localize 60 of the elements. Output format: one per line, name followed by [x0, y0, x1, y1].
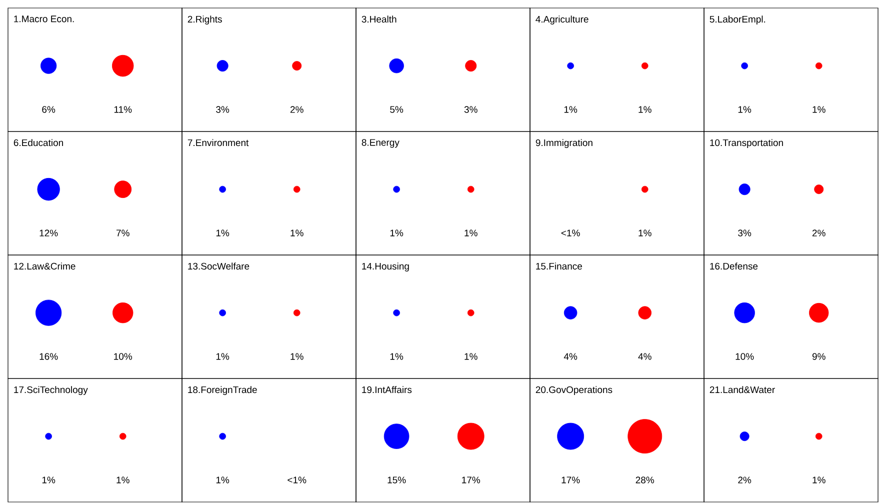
data-label: 17%	[562, 476, 580, 484]
text: 5.LaborEmpl.	[710, 16, 766, 24]
data-label: 5%	[390, 106, 404, 113]
data-label: 1%	[216, 476, 230, 484]
data-label: 1%	[216, 230, 230, 236]
data-label: 1%	[42, 476, 56, 484]
data-label: 12%	[40, 230, 58, 236]
text: 12.Law&Crime	[14, 262, 76, 270]
text: 17.SciTechnology	[14, 386, 88, 395]
text: 16.Defense	[710, 262, 758, 270]
data-label: 6%	[42, 106, 56, 113]
data-label: 1%	[812, 106, 826, 113]
data-label: 4%	[564, 353, 578, 360]
text: 8.Energy	[362, 139, 400, 148]
data-label: 1%	[390, 230, 404, 236]
data-label: 1%	[738, 106, 752, 113]
data-label: 3%	[216, 106, 230, 113]
data-label: 10%	[114, 353, 132, 360]
text: 2.Rights	[188, 16, 222, 24]
data-label: 4%	[638, 353, 652, 360]
data-label: 7%	[116, 230, 130, 236]
data-label: 15%	[388, 476, 406, 484]
data-label: 28%	[636, 476, 654, 484]
text: 15.Finance	[536, 262, 582, 270]
text: 6.Education	[14, 139, 63, 146]
data-label: 2%	[738, 476, 752, 484]
text: 7.Environment	[188, 139, 249, 146]
data-label: 1%	[638, 230, 652, 236]
data-label: 11%	[114, 106, 132, 113]
data-label: 9%	[812, 353, 826, 360]
data-label: 3%	[464, 106, 478, 113]
data-label: 1%	[464, 230, 478, 236]
text: 1.Macro Econ.	[14, 16, 74, 22]
text: 21.Land&Water	[710, 386, 775, 394]
text: 19.IntAffairs	[362, 386, 412, 394]
data-label: <1%	[288, 476, 306, 484]
data-label: 1%	[290, 230, 304, 236]
data-label: 1%	[116, 476, 130, 484]
data-label: 1%	[638, 106, 652, 113]
data-label: 16%	[40, 353, 58, 360]
data-label: 10%	[736, 353, 754, 360]
data-label: <1%	[561, 230, 580, 236]
data-label: 1%	[464, 353, 478, 360]
data-label: 2%	[812, 230, 826, 236]
data-label: 1%	[390, 353, 404, 360]
data-label: 3%	[738, 230, 752, 236]
data-label: 17%	[462, 476, 480, 484]
data-label: 1%	[290, 353, 304, 360]
data-label: 2%	[290, 106, 304, 113]
data-label: 1%	[216, 353, 230, 360]
text: 4.Agriculture	[536, 16, 588, 24]
text: 13.SocWelfare	[188, 262, 250, 270]
data-label: 1%	[812, 476, 826, 484]
text: 3.Health	[362, 16, 396, 23]
text: 9.Immigration	[536, 139, 592, 148]
text: 10.Transportation	[710, 139, 783, 148]
text: 18.ForeignTrade	[188, 386, 257, 395]
text: 20.GovOperations	[536, 386, 612, 395]
data-label: 1%	[564, 106, 578, 113]
text: 14.Housing	[362, 262, 409, 272]
